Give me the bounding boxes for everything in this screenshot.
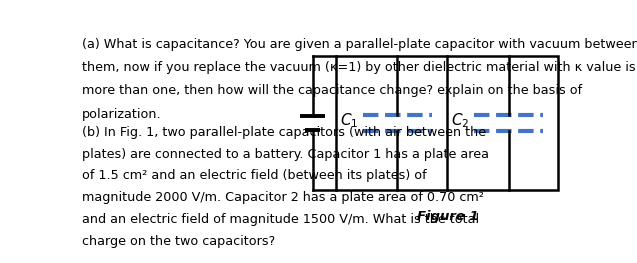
Text: them, now if you replace the vacuum (κ=1) by other dielectric material with κ va: them, now if you replace the vacuum (κ=1… — [82, 61, 636, 74]
Text: of 1.5 cm² and an electric field (between its plates) of: of 1.5 cm² and an electric field (betwee… — [82, 169, 427, 183]
Text: magnitude 2000 V/m. Capacitor 2 has a plate area of 0.70 cm²: magnitude 2000 V/m. Capacitor 2 has a pl… — [82, 191, 484, 204]
Text: and an electric field of magnitude 1500 V/m. What is the total: and an electric field of magnitude 1500 … — [82, 213, 479, 226]
Text: plates) are connected to a battery. Capacitor 1 has a plate area: plates) are connected to a battery. Capa… — [82, 148, 489, 161]
Text: (b) In Fig. 1, two parallel-plate capacitors (with air between the: (b) In Fig. 1, two parallel-plate capaci… — [82, 126, 486, 139]
Text: charge on the two capacitors?: charge on the two capacitors? — [82, 235, 275, 248]
Text: more than one, then how will the capacitance change? explain on the basis of: more than one, then how will the capacit… — [82, 84, 582, 97]
Text: $C_1$: $C_1$ — [340, 111, 358, 130]
Text: Figure 1: Figure 1 — [417, 210, 478, 223]
Text: (a) What is capacitance? You are given a parallel-plate capacitor with vacuum be: (a) What is capacitance? You are given a… — [82, 38, 637, 51]
Text: $C_2$: $C_2$ — [451, 111, 469, 130]
Bar — [336, 56, 559, 190]
Text: polarization.: polarization. — [82, 108, 162, 120]
